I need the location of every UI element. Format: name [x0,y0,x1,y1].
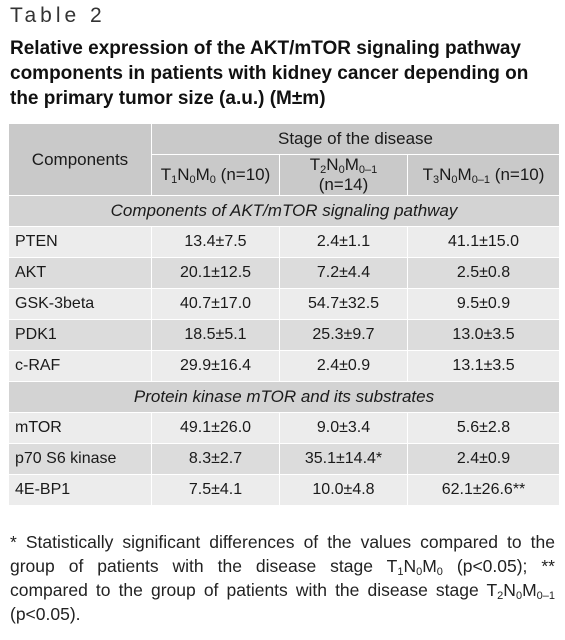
column-header-stage-2: T2N0M0–1 (n=14) [279,154,408,196]
column-header-stage-3: T3N0M0–1 (n=10) [406,154,561,196]
value-cell: 2.4±0.9 [279,350,408,382]
value-cell: 13.0±3.5 [406,319,561,351]
section-header-mtor-substrates: Protein kinase mTOR and its substrates [7,381,561,413]
component-name: p70 S6 kinase [8,443,152,475]
value-cell: 54.7±32.5 [279,288,408,320]
table-row: AKT 20.1±12.5 7.2±4.4 2.5±0.8 [8,257,561,289]
component-name: PDK1 [8,319,152,351]
table-row: c-RAF 29.9±16.4 2.4±0.9 13.1±3.5 [8,350,561,382]
section-title: Components of AKT/mTOR signaling pathway [7,195,561,227]
value-cell: 10.0±4.8 [279,474,408,506]
value-cell: 29.9±16.4 [151,350,280,382]
value-cell: 5.6±2.8 [406,412,561,444]
footnote-stage-2: T2N0M0–1 [486,580,555,602]
column-header-stage-1: T1N0M0 (n=10) [151,154,280,196]
value-cell: 18.5±5.1 [151,319,280,351]
table-caption: Relative expression of the AKT/mTOR sign… [10,38,529,109]
data-table: Components Stage of the disease T1N0M0 (… [7,123,561,506]
section-title: Protein kinase mTOR and its substrates [7,381,561,413]
footnote-stage-1: T1N0M0 [386,556,443,578]
component-name: 4E-BP1 [8,474,152,506]
value-cell: 13.4±7.5 [151,226,280,258]
table-row: p70 S6 kinase 8.3±2.7 35.1±14.4* 2.4±0.9 [8,443,561,475]
value-cell: 13.1±3.5 [406,350,561,382]
table-label: Table 2 [10,4,106,27]
table-row: mTOR 49.1±26.0 9.0±3.4 5.6±2.8 [8,412,561,444]
component-name: PTEN [8,226,152,258]
value-cell-significant: 7.5±4.1 [151,474,280,506]
component-name: c-RAF [8,350,152,382]
value-cell: 41.1±15.0 [406,226,561,258]
value-cell: 9.5±0.9 [406,288,561,320]
component-name: GSK-3beta [8,288,152,320]
header-row-2: T1N0M0 (n=10) T2N0M0–1 (n=14) T3N0M0–1 (… [8,154,561,196]
table-row: GSK-3beta 40.7±17.0 54.7±32.5 9.5±0.9 [8,288,561,320]
value-cell: 2.4±0.9 [406,443,561,475]
table-footnote: * Statistically significant differences … [10,532,555,624]
table-row: PTEN 13.4±7.5 2.4±1.1 41.1±15.0 [8,226,561,258]
component-name: AKT [8,257,152,289]
value-cell: 40.7±17.0 [151,288,280,320]
value-cell-significant: 62.1±26.6** [406,474,561,506]
value-cell: 2.5±0.8 [406,257,561,289]
value-cell: 7.2±4.4 [279,257,408,289]
stage-header: Stage of the disease [150,123,561,155]
component-name: mTOR [8,412,152,444]
value-cell: 9.0±3.4 [279,412,408,444]
table-row: PDK1 18.5±5.1 25.3±9.7 13.0±3.5 [8,319,561,351]
value-cell-significant: 8.3±2.7 [151,443,280,475]
value-cell-significant: 35.1±14.4* [279,443,408,475]
table-row: 4E-BP1 7.5±4.1 10.0±4.8 62.1±26.6** [8,474,561,506]
section-header-akt-mtor: Components of AKT/mTOR signaling pathway [7,195,561,227]
value-cell: 20.1±12.5 [151,257,280,289]
value-cell: 49.1±26.0 [151,412,280,444]
components-header: Components [8,123,152,196]
value-cell: 2.4±1.1 [279,226,408,258]
value-cell: 25.3±9.7 [279,319,408,351]
header-row-1: Components Stage of the disease [8,123,561,196]
